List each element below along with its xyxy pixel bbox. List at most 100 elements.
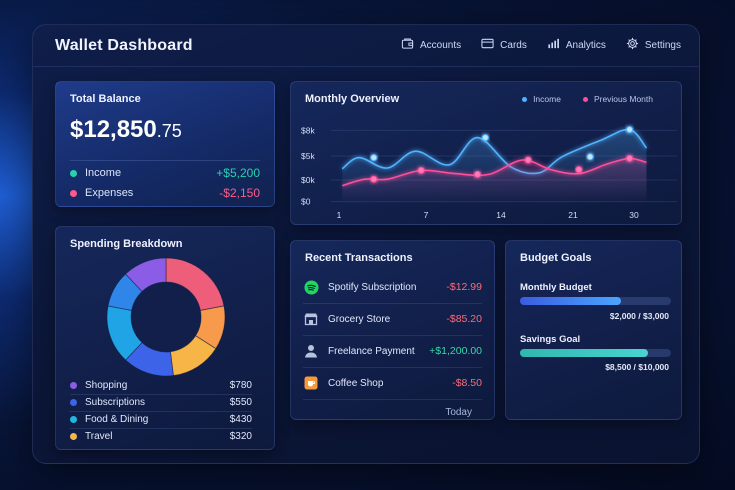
header: Wallet Dashboard Accounts Cards Analytic… <box>33 25 699 67</box>
savings-goal-progress-fill <box>520 349 649 357</box>
app-title: Wallet Dashboard <box>55 37 193 54</box>
spending-label: Food & Dining <box>85 414 149 425</box>
series-area <box>342 158 647 204</box>
chart-legend: Income Previous Month <box>522 94 653 104</box>
transaction-label: Grocery Store <box>328 313 391 325</box>
data-point[interactable] <box>586 153 594 161</box>
spending-value: $550 <box>229 397 252 408</box>
transaction-row[interactable]: Freelance Payment +$1,200.00 <box>303 340 482 362</box>
data-point[interactable] <box>370 154 378 162</box>
total-balance-card: Total Balance $12,850.75 Income +$5,200 … <box>55 81 275 207</box>
data-point[interactable] <box>524 156 532 164</box>
data-point[interactable] <box>626 154 634 162</box>
bar-chart-icon <box>547 37 560 53</box>
legend-previous-dot <box>582 96 588 102</box>
transaction-row[interactable]: Coffee Shop -$8.50 <box>303 372 482 394</box>
spotify-icon <box>303 279 319 295</box>
transaction-amount: +$1,200.00 <box>429 345 482 357</box>
monthly-overview-chart: $8k $5k $0k $0 1 7 14 21 30 <box>301 125 677 220</box>
budget-goals-title: Budget Goals <box>520 252 592 264</box>
transaction-amount: -$8.50 <box>452 377 482 389</box>
income-series-line <box>341 128 648 175</box>
y-tick-label: $8k <box>301 125 315 135</box>
dashboard-window: Wallet Dashboard Accounts Cards Analytic… <box>32 24 700 464</box>
spending-label: Subscriptions <box>85 397 146 408</box>
expenses-dot <box>70 189 77 197</box>
transaction-amount: -$85.20 <box>446 313 482 325</box>
nav-settings[interactable]: Settings <box>626 37 681 53</box>
legend-income-dot <box>522 96 528 102</box>
data-point[interactable] <box>473 170 481 178</box>
transaction-label: Coffee Shop <box>328 377 384 389</box>
transaction-row[interactable]: Grocery Store -$85.20 <box>303 308 482 330</box>
monthly-budget-label: Monthly Budget <box>520 282 592 293</box>
nav-accounts[interactable]: Accounts <box>401 37 461 53</box>
divider <box>70 394 252 395</box>
previous-month-series-line <box>342 157 647 187</box>
expenses-label: Expenses <box>85 187 134 199</box>
nav-cards[interactable]: Cards <box>481 37 527 53</box>
divider <box>70 428 252 429</box>
data-point[interactable] <box>481 134 489 142</box>
x-tick-label: 1 <box>337 210 342 220</box>
gear-icon <box>626 37 639 53</box>
legend-previous-label: Previous Month <box>593 94 653 104</box>
data-point[interactable] <box>575 166 583 174</box>
transaction-row[interactable]: Spotify Subscription -$12.99 <box>303 276 482 298</box>
top-nav: Accounts Cards Analytics Settings <box>401 37 681 53</box>
legend-income-label: Income <box>533 94 561 104</box>
y-tick-label: $0k <box>301 175 315 185</box>
divider <box>303 303 482 304</box>
x-tick-label: 21 <box>568 210 578 220</box>
savings-goal-progress <box>520 349 671 357</box>
donut-hole <box>132 283 200 351</box>
divider <box>70 411 252 412</box>
income-dot <box>70 169 77 177</box>
spending-row: Travel $320 <box>70 431 252 442</box>
data-point[interactable] <box>417 166 425 174</box>
transactions-footer[interactable]: Today <box>445 407 472 418</box>
coffee-icon <box>303 375 319 391</box>
card-icon <box>481 37 494 53</box>
travel-dot <box>70 433 77 440</box>
spending-breakdown-card: Spending Breakdown Shopping $780 Subscri… <box>55 226 275 450</box>
spending-value: $780 <box>229 380 252 391</box>
nav-cards-label: Cards <box>500 39 527 51</box>
recent-transactions-title: Recent Transactions <box>305 252 413 264</box>
nav-analytics-label: Analytics <box>565 39 606 51</box>
spending-value: $430 <box>229 414 252 425</box>
food-dining-dot <box>70 416 77 423</box>
transaction-amount: -$12.99 <box>446 281 482 293</box>
subscriptions-dot <box>70 399 77 406</box>
y-tick-label: $0 <box>301 197 311 207</box>
savings-goal-label: Savings Goal <box>520 334 581 345</box>
balance-amount-main: $12,850 <box>70 116 157 143</box>
balance-amount-cents: .75 <box>156 121 182 141</box>
legend-previous: Previous Month <box>582 94 653 104</box>
data-point[interactable] <box>370 175 378 183</box>
divider <box>70 160 260 161</box>
monthly-overview-card: Monthly Overview Income Previous Month $… <box>290 81 682 225</box>
expenses-value: -$2,150 <box>219 186 260 200</box>
recent-transactions-card: Recent Transactions Spotify Subscription… <box>290 240 495 420</box>
spending-row: Subscriptions $550 <box>70 397 252 408</box>
spending-breakdown-title: Spending Breakdown <box>70 238 183 250</box>
spending-row: Food & Dining $430 <box>70 414 252 425</box>
income-row: Income +$5,200 <box>70 166 260 180</box>
balance-amount: $12,850.75 <box>70 116 182 144</box>
data-point[interactable] <box>626 126 634 134</box>
x-tick-label: 30 <box>629 210 639 220</box>
x-tick-label: 7 <box>424 210 429 220</box>
person-icon <box>303 343 319 359</box>
transaction-label: Spotify Subscription <box>328 281 417 293</box>
income-value: +$5,200 <box>216 166 260 180</box>
savings-goal-amount: $8,500 / $10,000 <box>605 362 669 372</box>
spending-row: Shopping $780 <box>70 380 252 391</box>
nav-analytics[interactable]: Analytics <box>547 37 606 53</box>
monthly-overview-title: Monthly Overview <box>305 93 400 105</box>
divider <box>303 367 482 368</box>
spending-label: Shopping <box>85 380 128 391</box>
monthly-budget-amount: $2,000 / $3,000 <box>609 311 669 321</box>
donut-slice[interactable] <box>125 257 167 293</box>
spending-value: $320 <box>229 431 252 442</box>
